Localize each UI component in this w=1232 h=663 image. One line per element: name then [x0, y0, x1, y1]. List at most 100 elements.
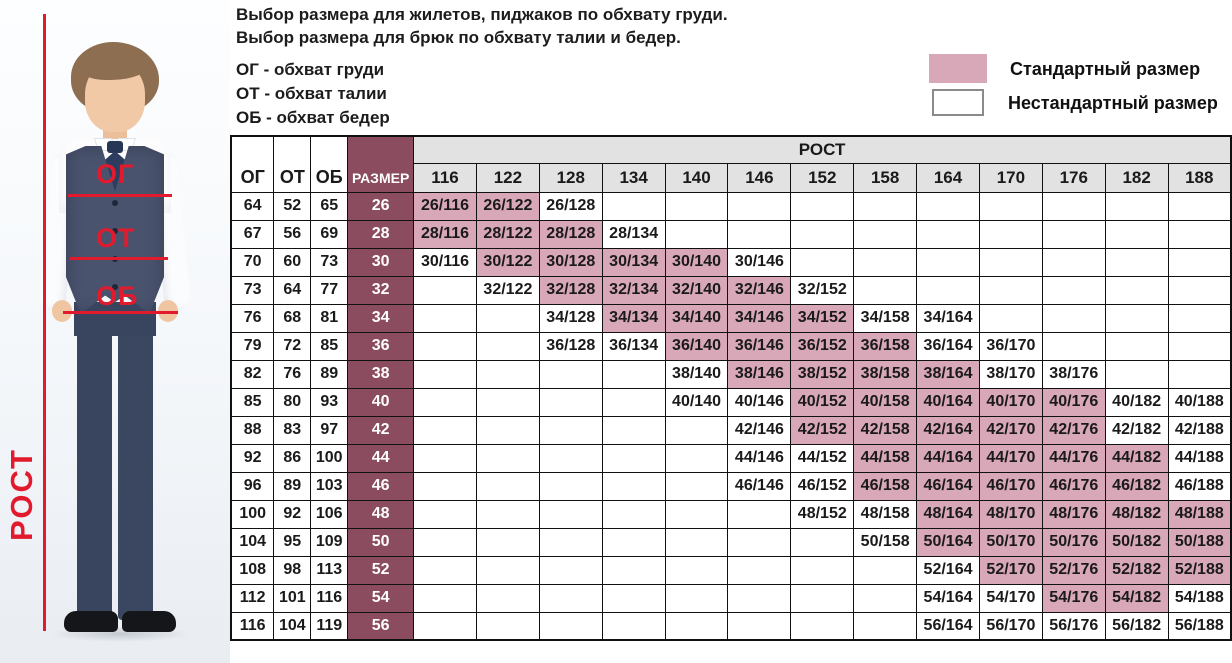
empty-cell	[413, 583, 477, 613]
empty-cell	[1104, 247, 1169, 277]
combo-cell: 30/122	[475, 247, 540, 277]
combo-cell: 40/146	[727, 387, 792, 417]
hips-cell: 103	[310, 471, 349, 501]
size-cell: 28	[347, 219, 415, 249]
empty-cell	[790, 611, 855, 641]
height-header: 182	[1104, 162, 1169, 193]
empty-cell	[664, 443, 729, 473]
empty-cell	[1167, 191, 1232, 221]
combo-cell: 44/188	[1167, 443, 1232, 473]
empty-cell	[475, 387, 540, 417]
waist-cell: 56	[273, 219, 312, 249]
hips-cell: 77	[310, 275, 349, 305]
boy-left-leg	[77, 320, 112, 620]
combo-cell: 48/182	[1104, 499, 1169, 529]
size-cell: 26	[347, 191, 415, 221]
empty-cell	[475, 471, 540, 501]
hips-measure-label: ОБ	[96, 281, 139, 311]
vest-button	[112, 200, 118, 206]
size-cell: 46	[347, 471, 415, 501]
empty-cell	[1104, 331, 1169, 361]
empty-cell	[1104, 359, 1169, 389]
combo-cell: 38/152	[790, 359, 855, 389]
size-cell: 30	[347, 247, 415, 277]
waist-cell: 89	[273, 471, 312, 501]
combo-cell: 48/188	[1167, 499, 1232, 529]
boy-photo	[0, 0, 230, 663]
combo-cell: 30/134	[601, 247, 666, 277]
combo-cell: 54/182	[1104, 583, 1169, 613]
empty-cell	[1167, 275, 1232, 305]
table-row: 104 95 109 50 50/158 50/164 50/170 50/176 50/182…	[230, 527, 1232, 557]
size-cell: 42	[347, 415, 415, 445]
combo-cell: 56/176	[1041, 611, 1106, 641]
chest-cell: 73	[230, 275, 275, 305]
empty-cell	[916, 191, 980, 221]
empty-cell	[413, 499, 477, 529]
combo-cell: 56/188	[1167, 611, 1232, 641]
empty-cell	[1167, 331, 1232, 361]
combo-cell: 28/122	[475, 219, 540, 249]
chest-cell: 85	[230, 387, 275, 417]
hips-cell: 85	[310, 331, 349, 361]
combo-cell: 48/170	[978, 499, 1043, 529]
chest-cell: 108	[230, 555, 275, 585]
waist-cell: 72	[273, 331, 312, 361]
empty-cell	[664, 415, 729, 445]
empty-cell	[601, 359, 666, 389]
chest-cell: 70	[230, 247, 275, 277]
table-row: 73 64 77 32 32/122 32/128 32/134 32/140 32/146 32…	[230, 275, 1232, 305]
empty-cell	[538, 499, 603, 529]
rost-header: РОСТ	[413, 135, 1232, 164]
chest-cell: 64	[230, 191, 275, 221]
combo-cell: 36/170	[978, 331, 1043, 361]
empty-cell	[1167, 247, 1232, 277]
empty-cell	[727, 611, 792, 641]
combo-cell: 36/158	[853, 331, 918, 361]
empty-cell	[538, 611, 603, 641]
combo-cell: 36/146	[727, 331, 792, 361]
combo-cell: 56/170	[978, 611, 1043, 641]
combo-cell: 32/122	[475, 275, 540, 305]
empty-cell	[853, 583, 918, 613]
combo-cell: 38/170	[978, 359, 1043, 389]
hips-cell: 97	[310, 415, 349, 445]
nonstandard-size-label: Нестандартный размер	[1008, 93, 1218, 113]
combo-cell: 40/188	[1167, 387, 1232, 417]
combo-cell: 30/116	[413, 247, 477, 277]
empty-cell	[664, 471, 729, 501]
height-header: 122	[475, 162, 540, 193]
table-row: 82 76 89 38 38/140 38/146 38/152 38/158 38/164 38…	[230, 359, 1232, 389]
combo-cell: 34/134	[601, 303, 666, 333]
combo-cell: 46/170	[978, 471, 1043, 501]
table-row: 64 52 65 26 26/116 26/122 26/128	[230, 191, 1232, 221]
table-row: 76 68 81 34 34/128 34/134 34/140 34/146 34/152 34…	[230, 303, 1232, 333]
empty-cell	[601, 443, 666, 473]
height-header: 158	[853, 162, 918, 193]
empty-cell	[727, 499, 792, 529]
empty-cell	[475, 331, 540, 361]
table-row: 85 80 93 40 40/140 40/146 40/152 40/158 40/164 40…	[230, 387, 1232, 417]
combo-cell: 48/158	[853, 499, 918, 529]
table-row: 100 92 106 48 48/152 48/158 48/164 48/170 48/176…	[230, 499, 1232, 529]
empty-cell	[413, 471, 477, 501]
empty-cell	[916, 247, 980, 277]
chest-cell: 112	[230, 583, 275, 613]
waist-cell: 95	[273, 527, 312, 557]
combo-cell: 44/152	[790, 443, 855, 473]
empty-cell	[601, 471, 666, 501]
combo-cell: 52/182	[1104, 555, 1169, 585]
boy-left-shoe	[64, 611, 118, 632]
combo-cell: 34/152	[790, 303, 855, 333]
chest-measure-line	[68, 194, 172, 197]
combo-cell: 32/146	[727, 275, 792, 305]
empty-cell	[853, 191, 918, 221]
empty-cell	[664, 583, 729, 613]
chest-cell: 96	[230, 471, 275, 501]
combo-cell: 38/146	[727, 359, 792, 389]
combo-cell: 32/152	[790, 275, 855, 305]
empty-cell	[978, 191, 1043, 221]
combo-cell: 40/176	[1041, 387, 1106, 417]
chest-cell: 67	[230, 219, 275, 249]
combo-cell: 44/146	[727, 443, 792, 473]
